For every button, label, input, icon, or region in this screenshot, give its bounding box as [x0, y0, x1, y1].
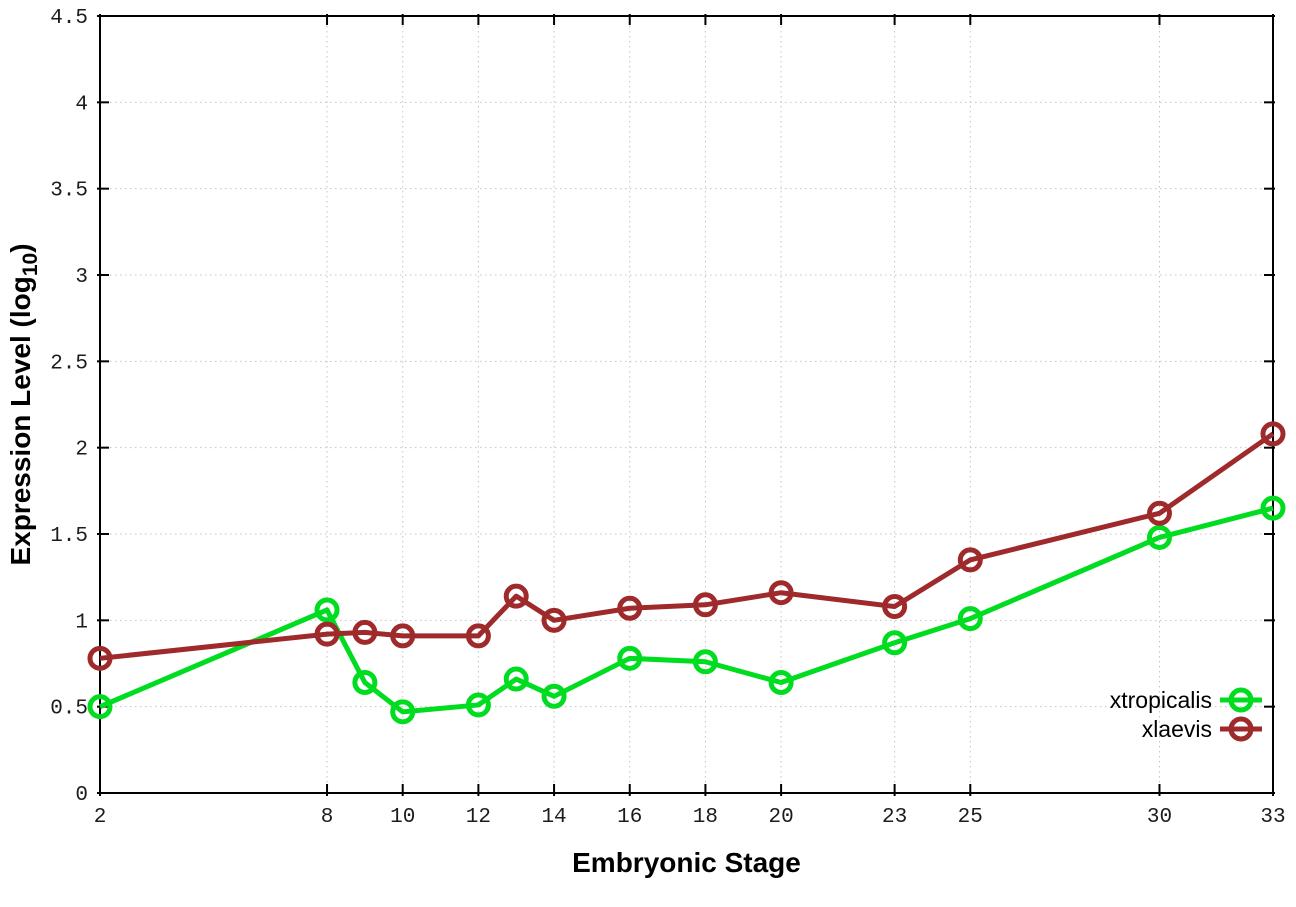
data-point-marker [541, 607, 567, 633]
y-tick-label: 4 [75, 93, 88, 116]
data-point-marker [692, 649, 718, 675]
x-tick-label: 33 [1260, 806, 1285, 829]
data-point-marker [314, 597, 340, 623]
y-axis-label: Expression Level (log10) [5, 243, 42, 565]
x-tick-label: 20 [768, 806, 793, 829]
legend-label: xlaevis [1142, 716, 1212, 742]
gridlines [100, 16, 1273, 793]
data-point-marker [465, 623, 491, 649]
legend: xtropicalis xlaevis [1110, 687, 1262, 742]
x-tick-label: 14 [541, 806, 566, 829]
data-point-marker [503, 583, 529, 609]
data-point-marker [617, 595, 643, 621]
y-tick-label: 3 [75, 266, 88, 289]
data-point-marker [352, 619, 378, 645]
y-axis-label-subscript: 10 [19, 253, 42, 276]
plot-border [99, 15, 1274, 794]
data-point-marker [390, 623, 416, 649]
x-tick-label: 30 [1147, 806, 1172, 829]
y-tick-label: 2 [75, 439, 88, 462]
data-point-marker [768, 580, 794, 606]
data-point-marker [465, 692, 491, 718]
x-tick-label: 10 [390, 806, 415, 829]
x-axis-label: Embryonic Stage [572, 847, 801, 878]
y-tick-label: 2.5 [50, 352, 88, 375]
data-point-marker [503, 666, 529, 692]
series-xlaevis [87, 421, 1286, 671]
y-tick-label: 0 [75, 784, 88, 807]
x-tick-label: 12 [466, 806, 491, 829]
data-point-marker [352, 669, 378, 695]
legend-sample-marker [1228, 687, 1254, 713]
legend-label: xtropicalis [1110, 687, 1212, 713]
data-point-marker [87, 694, 113, 720]
x-tick-label: 18 [693, 806, 718, 829]
y-axis-label-main: Expression Level (log [5, 276, 36, 565]
tick-marks [97, 14, 1275, 796]
x-tick-labels: 2 8 10 12 14 16 18 20 23 25 30 33 [94, 806, 1286, 829]
data-point-marker [692, 592, 718, 618]
y-tick-labels: 0 0.5 1 1.5 2 2.5 3 3.5 4 4.5 [50, 7, 88, 807]
data-point-marker [882, 630, 908, 656]
series-line-xlaevis [99, 431, 1275, 661]
x-tick-label: 2 [94, 806, 107, 829]
data-point-marker [617, 645, 643, 671]
data-point-marker [87, 645, 113, 671]
data-point-marker [1146, 500, 1172, 526]
y-tick-label: 1.5 [50, 525, 88, 548]
x-tick-label: 16 [617, 806, 642, 829]
data-point-marker [882, 594, 908, 620]
x-tick-label: 8 [321, 806, 334, 829]
y-axis-label-end: ) [5, 243, 36, 252]
data-point-marker [1260, 421, 1286, 447]
data-point-marker [541, 683, 567, 709]
y-tick-label: 0.5 [50, 698, 88, 721]
legend-sample-marker [1228, 716, 1254, 742]
data-point-marker [1146, 524, 1172, 550]
y-tick-label: 1 [75, 611, 88, 634]
data-point-marker [390, 699, 416, 725]
legend-item-xlaevis: xlaevis [1142, 716, 1262, 742]
data-point-marker [314, 621, 340, 647]
y-tick-label: 3.5 [50, 180, 88, 203]
data-point-marker [957, 606, 983, 632]
legend-item-xtropicalis: xtropicalis [1110, 687, 1262, 713]
data-point-marker [768, 669, 794, 695]
data-point-marker [957, 547, 983, 573]
y-tick-label: 4.5 [50, 7, 88, 30]
data-point-marker [1260, 495, 1286, 521]
x-tick-label: 23 [882, 806, 907, 829]
x-tick-label: 25 [958, 806, 983, 829]
series-xtropicalis [87, 495, 1286, 725]
